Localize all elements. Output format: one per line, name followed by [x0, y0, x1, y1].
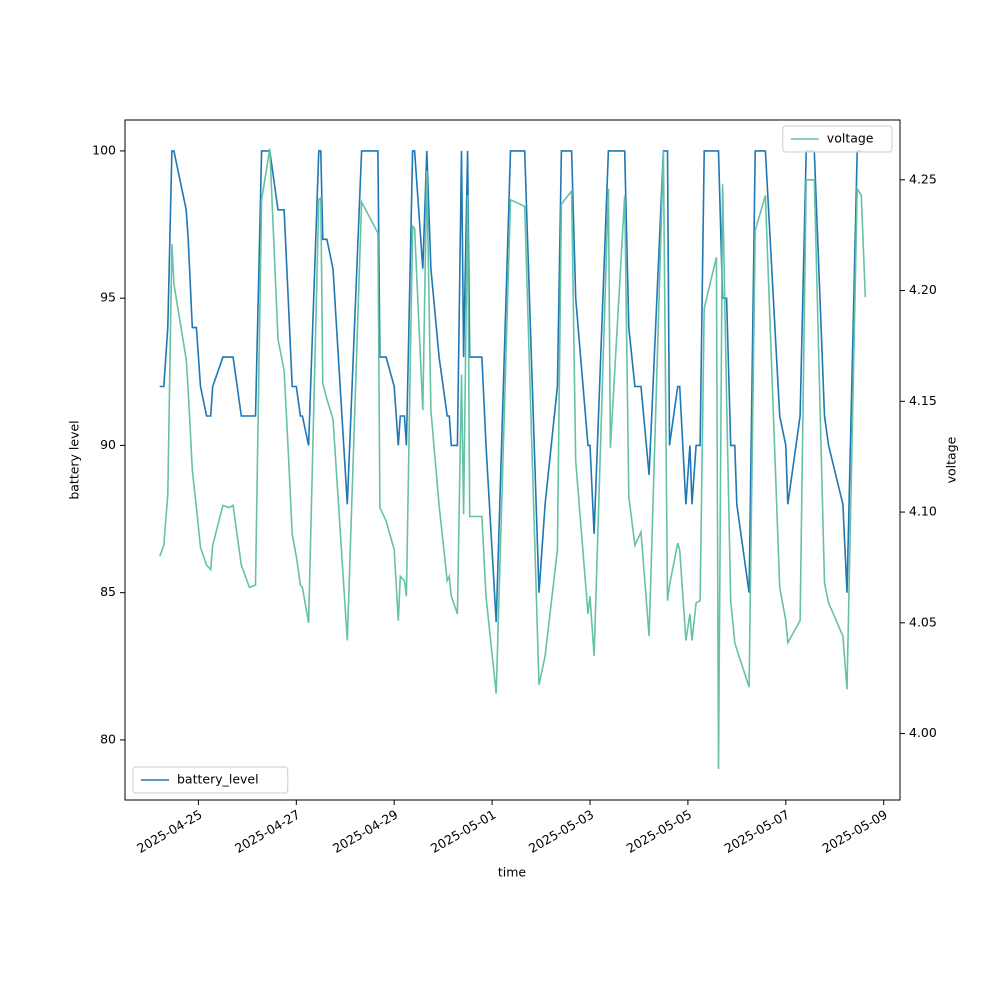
x-tick-label: 2025-05-01 — [428, 807, 498, 856]
x-axis-label: time — [498, 865, 527, 880]
y2-tick-label: 4.05 — [909, 614, 937, 629]
x-tick-label: 2025-05-09 — [820, 807, 890, 856]
y-tick-label: 90 — [100, 437, 116, 452]
x-tick-label: 2025-05-05 — [624, 807, 694, 856]
y2-tick-label: 4.25 — [909, 171, 937, 186]
y-tick-label: 80 — [100, 731, 116, 746]
legend-label: voltage — [827, 131, 874, 146]
x-tick-label: 2025-04-25 — [134, 807, 204, 856]
legend-box — [132, 766, 289, 794]
legend-box — [782, 125, 893, 153]
y2-tick-label: 4.20 — [909, 282, 937, 297]
y2-tick-label: 4.10 — [909, 504, 937, 519]
y2-tick-label: 4.15 — [909, 393, 937, 408]
y-tick-label: 85 — [100, 584, 116, 599]
y-tick-label: 100 — [92, 142, 116, 157]
x-tick-label: 2025-04-27 — [232, 807, 302, 856]
y-tick-label: 95 — [100, 290, 116, 305]
plot-frame — [124, 119, 901, 801]
x-tick-label: 2025-05-07 — [722, 807, 792, 856]
legend-label: battery_level — [177, 772, 259, 787]
series-line — [158, 148, 867, 770]
y-axis-label: battery level — [67, 420, 82, 499]
y2-tick-label: 4.00 — [909, 725, 937, 740]
x-tick-label: 2025-04-29 — [330, 807, 400, 856]
y2-axis-label: voltage — [944, 436, 959, 483]
x-tick-label: 2025-05-03 — [526, 807, 596, 856]
